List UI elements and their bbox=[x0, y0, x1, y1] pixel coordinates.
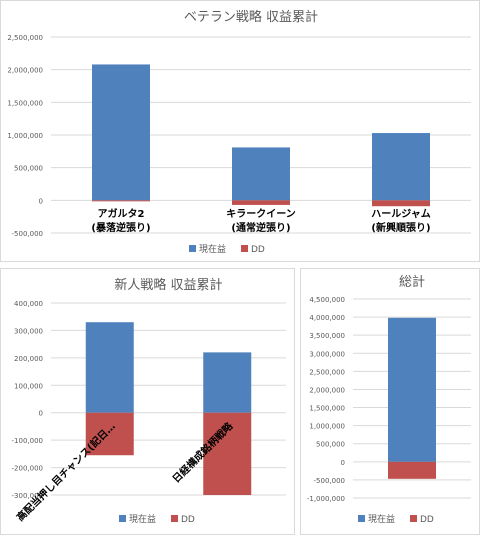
y-tick-label: 1,500,000 bbox=[7, 99, 43, 107]
category-label: アガルタ2 bbox=[98, 207, 145, 220]
legend-swatch bbox=[410, 515, 417, 522]
bar-profit bbox=[388, 317, 436, 462]
bar-dd bbox=[85, 412, 134, 456]
legend-swatch bbox=[241, 245, 248, 252]
y-tick-label: 4,000,000 bbox=[309, 314, 345, 322]
bar-dd bbox=[203, 412, 252, 495]
legend-label: 現在益 bbox=[368, 513, 395, 525]
y-tick-label: -500,000 bbox=[314, 477, 345, 485]
bar-dd bbox=[388, 461, 436, 479]
y-tick-label: 1,500,000 bbox=[309, 405, 345, 413]
category-label: (新興順張り) bbox=[371, 221, 430, 234]
chart-total-svg: 総計 -1,000,000 -500,000 0 500,000 1,000,000 1,5… bbox=[307, 274, 471, 525]
y-tick-label: 0 bbox=[341, 459, 345, 467]
legend-label: 現在益 bbox=[199, 243, 226, 255]
y-tick-label: 2,500,000 bbox=[7, 34, 43, 42]
category-label: (暴落逆張り) bbox=[91, 221, 150, 234]
category-label: (通常逆張り) bbox=[231, 221, 290, 234]
legend-label: DD bbox=[420, 515, 434, 525]
y-tick-label: -500,000 bbox=[12, 230, 43, 238]
y-tick-label: 1,000,000 bbox=[309, 423, 345, 431]
y-tick-label: 0 bbox=[39, 197, 43, 205]
y-tick-label: 400,000 bbox=[14, 300, 43, 308]
bar-profit bbox=[92, 64, 150, 201]
legend-swatch bbox=[358, 515, 365, 522]
bar-profit bbox=[203, 352, 252, 413]
chart-panel-total: 総計 -1,000,000 -500,000 0 500,000 1,000,000 1,5… bbox=[300, 268, 480, 535]
bar-profit bbox=[85, 322, 134, 413]
legend-swatch bbox=[171, 515, 178, 522]
category-label: ハールジャム bbox=[371, 208, 431, 220]
chart-rookie-svg: 新人戦略 収益累計 -300,000 -200,000 -100,000 0 100,00… bbox=[12, 277, 286, 525]
legend-swatch bbox=[189, 245, 196, 252]
y-tick-label: -200,000 bbox=[12, 465, 43, 473]
y-tick-label: -300,000 bbox=[12, 492, 43, 500]
chart-veteran-svg: ベテラン戦略 収益累計 -500,000 0 500,000 1,000,000 1,50… bbox=[7, 9, 471, 255]
y-tick-label: 100,000 bbox=[14, 382, 43, 390]
y-tick-label: -1,000,000 bbox=[307, 495, 345, 503]
category-label: キラークイーン bbox=[226, 208, 296, 220]
y-tick-label: 3,000,000 bbox=[309, 350, 345, 358]
y-tick-label: 3,500,000 bbox=[309, 332, 345, 340]
bar-dd bbox=[372, 200, 430, 207]
y-tick-label: -100,000 bbox=[12, 437, 43, 445]
y-tick-label: 500,000 bbox=[316, 441, 345, 449]
y-tick-label: 2,000,000 bbox=[7, 67, 43, 75]
y-tick-label: 0 bbox=[39, 410, 43, 418]
y-tick-label: 2,500,000 bbox=[309, 368, 345, 376]
y-tick-label: 500,000 bbox=[14, 165, 43, 173]
chart-panel-rookie: 新人戦略 収益累計 -300,000 -200,000 -100,000 0 100,00… bbox=[0, 268, 295, 535]
legend-label: DD bbox=[251, 245, 265, 255]
bar-dd bbox=[232, 200, 290, 205]
y-tick-label: 4,500,000 bbox=[309, 296, 345, 304]
legend-swatch bbox=[119, 515, 126, 522]
y-tick-label: 2,000,000 bbox=[309, 386, 345, 394]
bar-profit bbox=[372, 133, 430, 201]
bar-dd bbox=[92, 200, 150, 202]
legend-label: DD bbox=[181, 515, 195, 525]
legend-label: 現在益 bbox=[129, 513, 156, 525]
chart-title: ベテラン戦略 収益累計 bbox=[184, 9, 318, 25]
y-tick-label: 300,000 bbox=[14, 327, 43, 335]
chart-panel-veteran: ベテラン戦略 収益累計 -500,000 0 500,000 1,000,000 1,50… bbox=[0, 0, 480, 262]
bar-profit bbox=[232, 147, 290, 201]
chart-title: 新人戦略 収益累計 bbox=[114, 277, 222, 293]
y-tick-label: 1,000,000 bbox=[7, 132, 43, 140]
chart-title: 総計 bbox=[399, 274, 425, 290]
y-tick-label: 200,000 bbox=[14, 355, 43, 363]
